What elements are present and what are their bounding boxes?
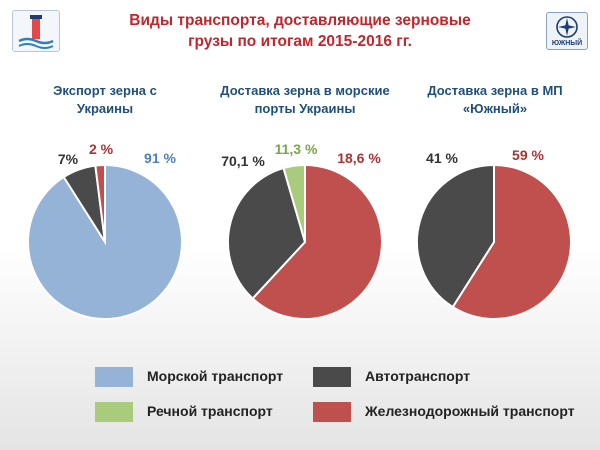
- chart2-title-line1: Доставка зерна в морские: [220, 83, 390, 98]
- pie3-label-auto: 41 %: [426, 150, 458, 166]
- pie3-label-rail: 59 %: [512, 147, 544, 163]
- pie2-slice-rail: [251, 163, 383, 320]
- legend-label-auto: Автотранспорт: [365, 368, 471, 384]
- chart2-title-line2: порты Украины: [254, 101, 356, 116]
- chart1-title-line2: Украины: [76, 101, 134, 116]
- main-title-line2: грузы по итогам 2015-2016 гг.: [188, 33, 412, 50]
- chart2-title: Доставка зерна в морские порты Украины: [210, 82, 400, 118]
- main-title: Виды транспорта, доставляющие зерновые г…: [110, 10, 490, 52]
- legend-swatch-sea: [95, 367, 133, 387]
- main-title-line1: Виды транспорта, доставляющие зерновые: [129, 12, 471, 29]
- legend-swatch-river: [95, 402, 133, 422]
- company-logo-left: [12, 10, 60, 52]
- pie1-label-sea: 91 %: [144, 150, 176, 166]
- chart3-title-line2: «Южный»: [462, 101, 528, 116]
- pie2-slice-auto: [227, 166, 307, 300]
- pie3-slice-rail: [451, 163, 572, 320]
- legend-swatch-rail: [313, 402, 351, 422]
- chart3-title: Доставка зерна в МП «Южный»: [405, 82, 585, 118]
- pie2-label-auto: 70,1 %: [221, 153, 265, 169]
- pie3-slice-auto: [416, 163, 495, 309]
- legend-swatch-auto: [313, 367, 351, 387]
- pie2-slice-river: [282, 163, 306, 243]
- legend-label-rail: Железнодорожный транспорт: [365, 403, 575, 419]
- pie2-label-river: 11,3 %: [275, 141, 318, 157]
- port-logo-caption: ЮЖНЫЙ: [551, 40, 583, 47]
- legend-label-river: Речной транспорт: [147, 403, 273, 419]
- port-logo-right: ЮЖНЫЙ: [546, 12, 588, 50]
- pie1-slice-rail: [94, 163, 106, 243]
- pie2-label-rail: 18,6 %: [337, 150, 381, 166]
- chart1-title: Экспорт зерна с Украины: [15, 82, 195, 118]
- pie1-label-auto: 7%: [58, 151, 79, 167]
- pie1-label-rail: 2 %: [89, 141, 114, 157]
- chart3-title-line1: Доставка зерна в МП: [427, 83, 563, 98]
- legend-label-sea: Морской транспорт: [147, 368, 284, 384]
- chart1-title-line1: Экспорт зерна с: [53, 83, 157, 98]
